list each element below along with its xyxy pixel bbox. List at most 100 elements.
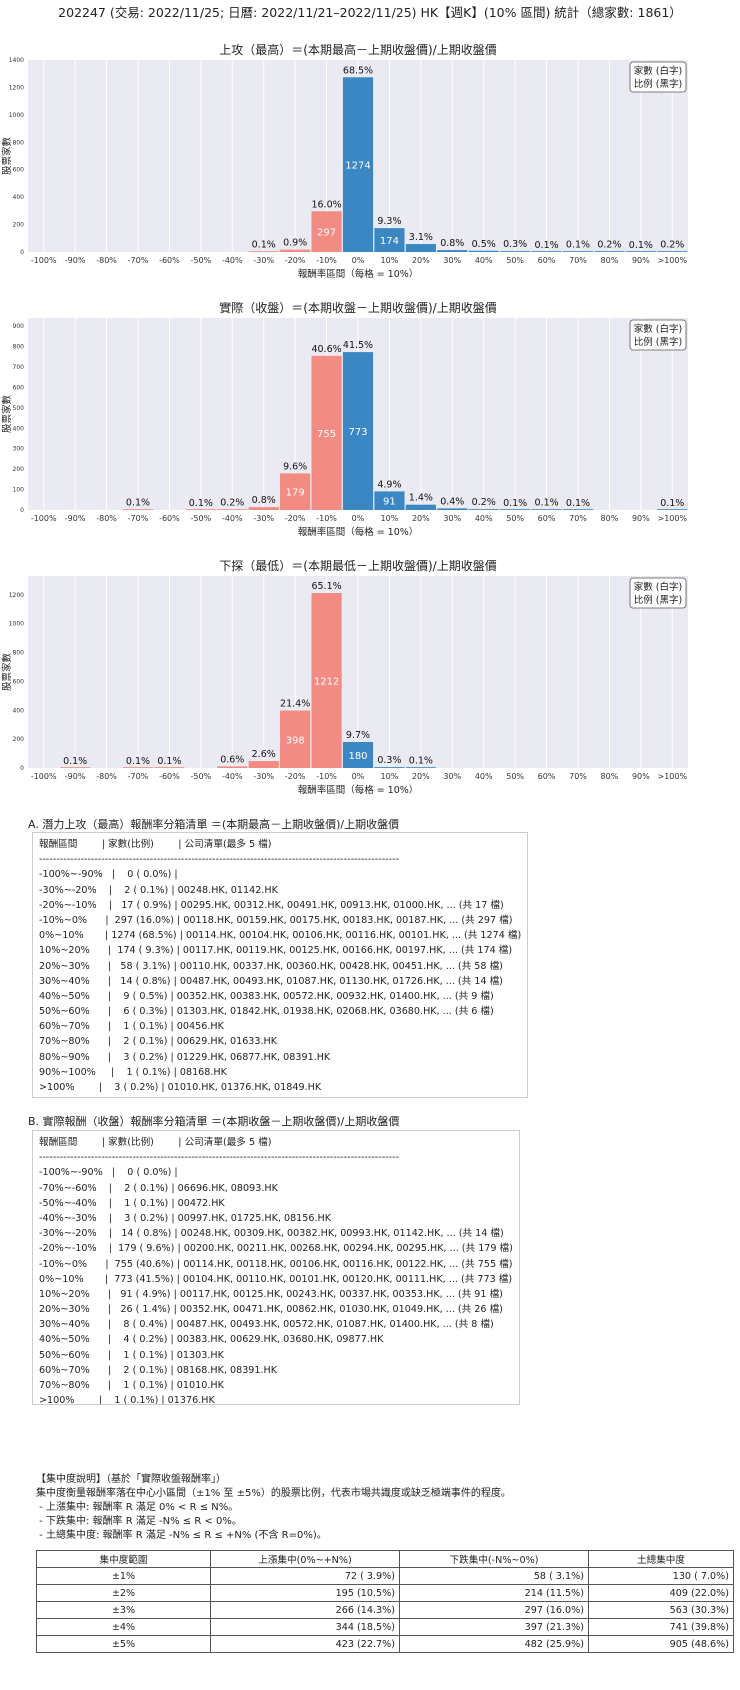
y-tick-label: 700 — [13, 364, 25, 371]
x-tick-label: 80% — [601, 772, 619, 781]
note-item: - 上漲集中: 報酬率 R 滿足 0% < R ≤ N%。 — [36, 1502, 239, 1513]
bar — [500, 251, 531, 252]
bar-percent-label: 0.5% — [472, 239, 496, 250]
list-item: 10%~20% | 91 ( 4.9%) | 00117.HK, 00125.H… — [39, 1288, 503, 1300]
table-cell: 741 (39.8%) — [588, 1618, 734, 1636]
bar-count-label: 180 — [348, 751, 367, 762]
y-tick-label: 1000 — [9, 621, 24, 628]
bar — [468, 509, 499, 510]
y-tick-label: 800 — [13, 344, 25, 351]
table-cell: 58 ( 3.1%) — [399, 1567, 589, 1585]
bar-percent-label: 0.3% — [377, 755, 401, 766]
bar-percent-label: 0.2% — [660, 240, 684, 251]
note-item: - 下跌集中: 報酬率 R 滿足 -N% ≤ R < 0%。 — [36, 1516, 242, 1527]
x-tick-label: -10% — [316, 514, 337, 523]
bar-count-label: 398 — [286, 735, 305, 746]
list-item: 40%~50% | 4 ( 0.2%) | 00383.HK, 00629.HK… — [39, 1334, 384, 1346]
x-tick-label: -70% — [128, 256, 149, 265]
y-tick-label: 900 — [13, 323, 25, 330]
x-tick-label: 30% — [443, 772, 461, 781]
list-item: -40%~-30% | 3 ( 0.2%) | 00997.HK, 01725.… — [39, 1212, 332, 1224]
x-axis-label: 報酬率區間（每格 = 10%） — [298, 526, 419, 538]
bar — [60, 767, 91, 768]
x-tick-label: -20% — [285, 256, 306, 265]
legend-line: 家數 (白字) — [634, 581, 682, 593]
list-item: -20%~-10% | 179 ( 9.6%) | 00200.HK, 0021… — [39, 1243, 513, 1255]
bar — [248, 251, 279, 252]
x-tick-label: -40% — [222, 514, 243, 523]
x-tick-label: 10% — [381, 772, 399, 781]
bar-count-label: 755 — [317, 429, 336, 440]
list-item: 0%~10% | 1274 (68.5%) | 00114.HK, 00104.… — [39, 930, 522, 942]
legend-line: 比例 (黑字) — [634, 78, 682, 90]
list-item: >100% | 1 ( 0.1%) | 01376.HK — [39, 1395, 215, 1405]
table-row: ±2% 195 (10.5%) 214 (11.5%) 409 (22.0%) — [36, 1584, 734, 1602]
bar-percent-label: 0.2% — [597, 240, 621, 251]
bar — [531, 509, 562, 510]
list-item: 20%~30% | 58 ( 3.1%) | 00110.HK, 00337.H… — [39, 960, 503, 972]
y-tick-label: 100 — [13, 487, 25, 494]
y-tick-label: 600 — [13, 167, 25, 174]
x-tick-label: 50% — [506, 772, 524, 781]
bar-count-label: 297 — [317, 228, 336, 239]
bar — [248, 507, 279, 510]
bar — [437, 508, 468, 510]
bar-percent-label: 65.1% — [311, 581, 341, 592]
list-item: >100% | 3 ( 0.2%) | 01010.HK, 01376.HK, … — [39, 1082, 322, 1093]
y-tick-label: 600 — [13, 678, 25, 685]
y-axis-label: 股票家數 — [1, 395, 13, 434]
table-cell: ±4% — [36, 1618, 211, 1636]
x-tick-label: 30% — [443, 256, 461, 265]
list-header: 報酬區間 | 家數(比例) | 公司清單(最多 5 檔) — [39, 839, 272, 850]
x-tick-label: 90% — [632, 256, 650, 265]
table-row: ±5% 423 (22.7%) 482 (25.9%) 905 (48.6%) — [36, 1635, 734, 1653]
list-item: -100%~-90% | 0 ( 0.0%) | — [39, 869, 178, 881]
y-axis-label: 股票家數 — [1, 653, 13, 692]
y-tick-label: 300 — [13, 446, 25, 453]
bar-percent-label: 0.1% — [409, 756, 433, 767]
list-item: 90%~100% | 1 ( 0.1%) | 08168.HK — [39, 1066, 227, 1078]
bar — [531, 251, 562, 252]
y-tick-label: 200 — [13, 222, 25, 229]
x-tick-label: -40% — [222, 256, 243, 265]
table-cell: ±2% — [36, 1584, 211, 1602]
x-tick-label: -20% — [285, 514, 306, 523]
bar-percent-label: 0.1% — [157, 756, 181, 767]
list-item: 10%~20% | 174 ( 9.3%) | 00117.HK, 00119.… — [39, 945, 513, 957]
col-range-header: 集中度範圍 — [36, 1550, 211, 1568]
section-a-title: A. 潛力上攻（最高）報酬率分箱清單 ＝(本期最高－上期收盤價)/上期收盤價 — [28, 818, 400, 831]
bar-count-label: 1212 — [314, 677, 339, 688]
list-item: -50%~-40% | 1 ( 0.1%) | 00472.HK — [39, 1197, 225, 1209]
table-row: ±4% 344 (18.5%) 397 (21.3%) 741 (39.8%) — [36, 1618, 734, 1636]
y-tick-label: 1000 — [9, 112, 24, 119]
table-cell: 72 ( 3.9%) — [210, 1567, 400, 1585]
x-tick-label: 80% — [601, 514, 619, 523]
table-cell: 214 (11.5%) — [399, 1584, 589, 1602]
x-tick-label: 40% — [475, 256, 493, 265]
x-tick-label: -70% — [128, 514, 149, 523]
x-tick-label: -50% — [191, 256, 212, 265]
bar-percent-label: 0.8% — [252, 495, 276, 506]
table-cell: 423 (22.7%) — [210, 1635, 400, 1653]
page-title: 202247 (交易: 2022/11/25; 日曆: 2022/11/21–2… — [58, 5, 682, 20]
x-tick-label: -100% — [31, 772, 57, 781]
x-axis-label: 報酬率區間（每格 = 10%） — [298, 784, 419, 796]
bar-percent-label: 0.1% — [535, 240, 559, 251]
bar-percent-label: 0.2% — [472, 497, 496, 508]
bar-percent-label: 0.1% — [63, 756, 87, 767]
list-item: 30%~40% | 8 ( 0.4%) | 00487.HK, 00493.HK… — [39, 1319, 494, 1331]
table-cell: ±5% — [36, 1635, 211, 1653]
y-tick-label: 200 — [13, 466, 25, 473]
bar — [342, 352, 374, 510]
bar-count-label: 91 — [383, 497, 396, 508]
x-tick-label: 40% — [475, 514, 493, 523]
bar — [500, 509, 531, 510]
bar-percent-label: 0.1% — [566, 240, 590, 251]
bar — [342, 77, 374, 252]
chart-close: 實際（收盤）＝(本期收盤－上期收盤價)/上期收盤價 0 100 200 300 400 50… — [1, 302, 688, 538]
concentration-note: 【集中度說明】（基於「實際收盤報酬率」） 集中度衡量報酬率落在中心小區間（±1%… — [36, 1473, 511, 1543]
legend-line: 家數 (白字) — [634, 323, 682, 335]
y-tick-label: 400 — [13, 425, 25, 432]
x-tick-label: -40% — [222, 772, 243, 781]
y-tick-label: 800 — [13, 139, 25, 146]
